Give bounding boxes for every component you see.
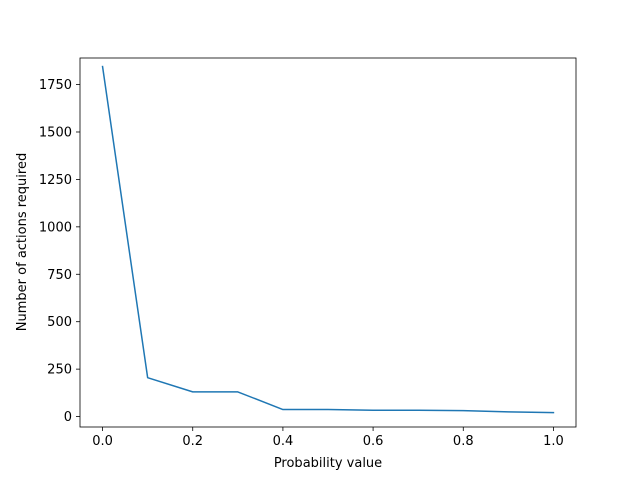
x-tick-label: 0.0 [92, 434, 113, 449]
plot-area [79, 57, 577, 428]
x-tick-label: 0.2 [182, 434, 203, 449]
y-tick-label: 1500 [39, 125, 72, 140]
y-tick-label: 1000 [39, 220, 72, 235]
x-tick-label: 1.0 [543, 434, 564, 449]
x-tick-label: 0.6 [363, 434, 384, 449]
y-tick-label: 250 [47, 363, 72, 378]
y-tick-label: 1250 [39, 173, 72, 188]
x-tick-label: 0.4 [273, 434, 294, 449]
series-line-0 [101, 65, 555, 414]
y-axis-ticks: 0 250 500 750 1000 1250 1500 1750 [39, 78, 80, 425]
y-tick-label: 1750 [39, 78, 72, 93]
x-tick-label: 0.8 [453, 434, 474, 449]
axes-frame [79, 57, 577, 428]
y-tick-label: 500 [47, 315, 72, 330]
x-axis-ticks: 0.0 0.2 0.4 0.6 0.8 1.0 [92, 427, 564, 449]
y-axis-label: Number of actions required [15, 153, 30, 331]
y-tick-label: 750 [47, 268, 72, 283]
x-axis-label: Probability value [274, 456, 382, 471]
y-tick-label: 0 [64, 410, 72, 425]
